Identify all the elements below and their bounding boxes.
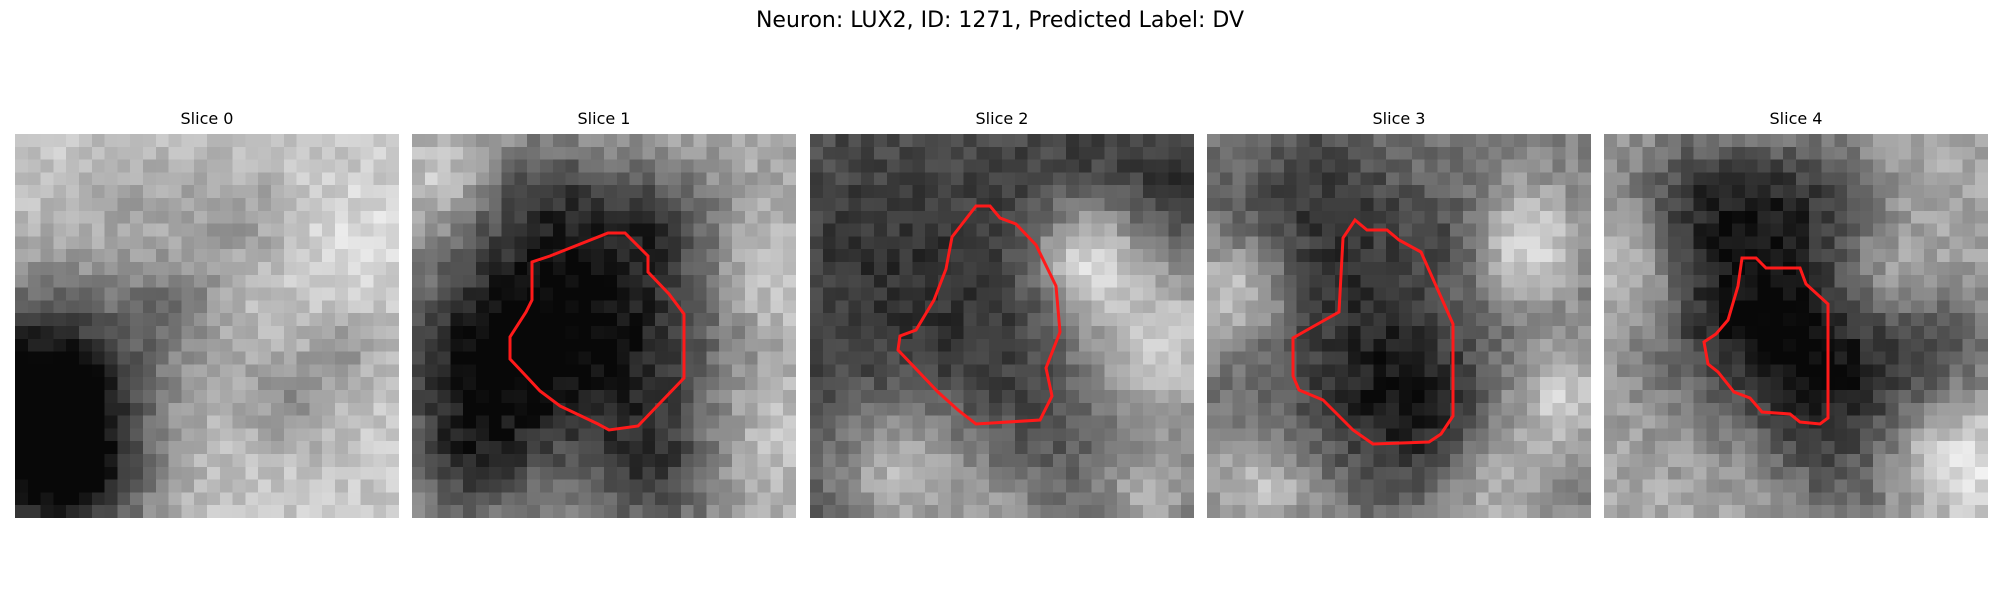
slice-panel-4: Slice 4 — [1604, 108, 1988, 518]
slice-panel-0: Slice 0 — [15, 108, 399, 518]
slice-panel-2: Slice 2 — [810, 108, 1194, 518]
slice-image — [412, 134, 796, 518]
slice-image — [1604, 134, 1988, 518]
slice-panel-1: Slice 1 — [412, 108, 796, 518]
slice-title: Slice 2 — [975, 109, 1029, 128]
slice-title: Slice 1 — [577, 109, 631, 128]
segmentation-contour — [1291, 217, 1455, 446]
grayscale-image — [412, 134, 796, 518]
grayscale-image — [15, 134, 399, 518]
slice-panel-3: Slice 3 — [1207, 108, 1591, 518]
slice-image — [15, 134, 399, 518]
slice-title: Slice 3 — [1372, 109, 1426, 128]
segmentation-contour — [896, 204, 1062, 426]
figure-title: Neuron: LUX2, ID: 1271, Predicted Label:… — [755, 8, 1245, 33]
segmentation-contour — [508, 231, 686, 432]
grayscale-image — [810, 134, 1194, 518]
slice-title: Slice 0 — [180, 109, 234, 128]
slice-title: Slice 4 — [1769, 109, 1823, 128]
slice-image — [1207, 134, 1591, 518]
grayscale-image — [1604, 134, 1988, 518]
grayscale-image — [1207, 134, 1591, 518]
segmentation-contour — [1702, 256, 1830, 426]
slice-image — [810, 134, 1194, 518]
